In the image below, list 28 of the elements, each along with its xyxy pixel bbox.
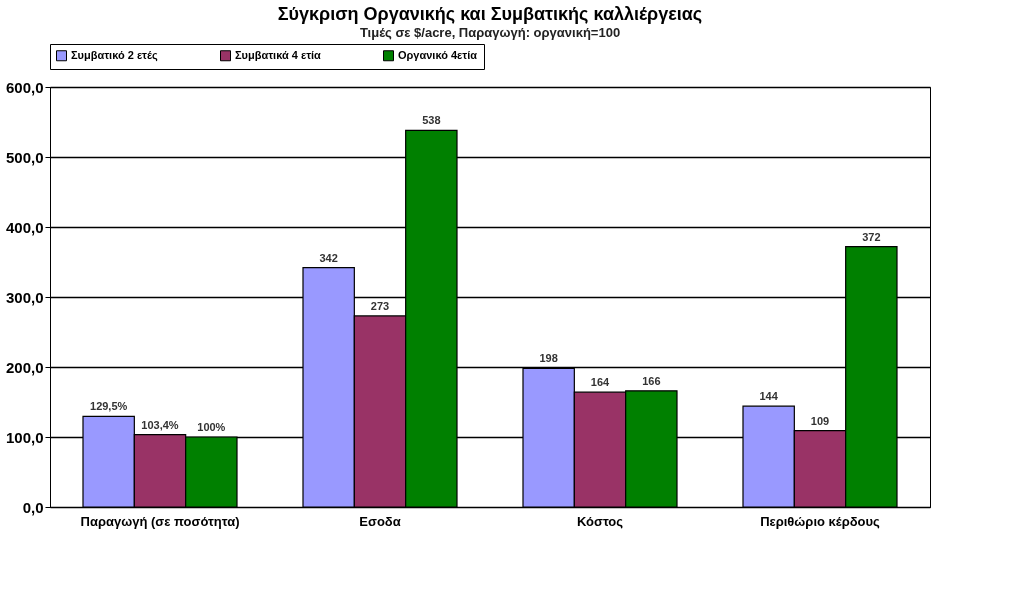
data-label: 103,4%	[141, 418, 179, 431]
y-tick-label: 300,0	[5, 288, 44, 306]
legend-label: Συμβατικά 4 ετία	[235, 48, 322, 61]
y-tick-label: 500,0	[5, 148, 44, 166]
y-tick-label: 400,0	[5, 218, 44, 236]
data-label: 342	[319, 251, 338, 264]
x-tick-label: Κόστος	[576, 513, 624, 529]
data-label: 166	[642, 374, 661, 387]
x-tick-label: Περιθώριο κέρδους	[760, 513, 881, 529]
data-label: 273	[370, 299, 390, 312]
data-label: 109	[810, 414, 830, 427]
x-tick-label: Παραγωγή (σε ποσότητα)	[80, 513, 240, 529]
y-tick-label: 100,0	[5, 428, 44, 446]
data-label: 372	[862, 230, 881, 243]
legend-label: Οργανικό 4ετία	[398, 48, 478, 61]
data-label: 100%	[197, 421, 226, 433]
data-label: 144	[759, 390, 779, 403]
y-tick-label: 0,0	[22, 498, 44, 516]
chart-title: Σύγκριση Οργανικής και Συμβατικής καλλιέργειας	[277, 3, 703, 24]
y-tick-label: 600,0	[5, 78, 44, 96]
data-label: 198	[539, 352, 558, 365]
data-label: 129,5%	[90, 400, 128, 413]
legend-label: Συμβατικό 2 ετές	[71, 48, 158, 62]
x-tick-label: Εσοδα	[359, 513, 401, 529]
data-label: 538	[422, 114, 441, 127]
data-label: 164	[590, 376, 611, 389]
chart-subtitle: Τιμές σε $/acre, Παραγωγή: οργανική=100	[359, 24, 621, 40]
y-tick-label: 200,0	[5, 358, 44, 376]
